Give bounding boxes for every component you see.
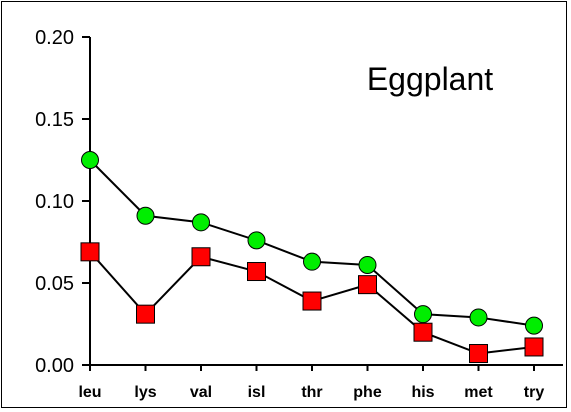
series-1-point	[414, 305, 432, 324]
series-2-point	[469, 344, 488, 364]
series-1-point	[192, 213, 210, 232]
series-2-point	[191, 247, 211, 267]
x-tick-label: his	[411, 384, 434, 401]
y-tick-label: 0.20	[35, 27, 74, 49]
x-tick-label: try	[524, 384, 545, 401]
chart-frame	[1, 1, 567, 408]
x-tick-label: phe	[353, 384, 382, 401]
x-tick-label: lys	[134, 384, 156, 401]
series-2-point	[358, 275, 377, 295]
series-2-point	[302, 291, 322, 311]
series-1-point	[136, 206, 155, 225]
chart-title: Eggplant	[367, 61, 493, 97]
y-tick-label: 0.05	[35, 273, 74, 295]
x-tick-label: val	[190, 384, 212, 401]
x-tick-label: isl	[248, 384, 266, 401]
x-tick-label: met	[464, 384, 493, 401]
x-tick-label: thr	[301, 384, 322, 401]
series-2-point	[247, 262, 266, 282]
series-2-point	[524, 337, 544, 357]
y-tick-label: 0.10	[35, 191, 74, 213]
series-1-point	[247, 231, 266, 250]
x-tick-label: leu	[78, 384, 101, 401]
series-1-point	[469, 308, 488, 327]
series-1-point	[303, 252, 321, 271]
series-2-point	[413, 322, 433, 342]
series-1-point	[525, 316, 543, 335]
series-1-point	[81, 151, 99, 169]
y-tick-label: 0.00	[35, 355, 74, 377]
y-tick-label: 0.15	[35, 109, 74, 131]
series-2-point	[80, 242, 100, 262]
series-2-point	[136, 304, 155, 324]
series-1-point	[358, 255, 377, 274]
